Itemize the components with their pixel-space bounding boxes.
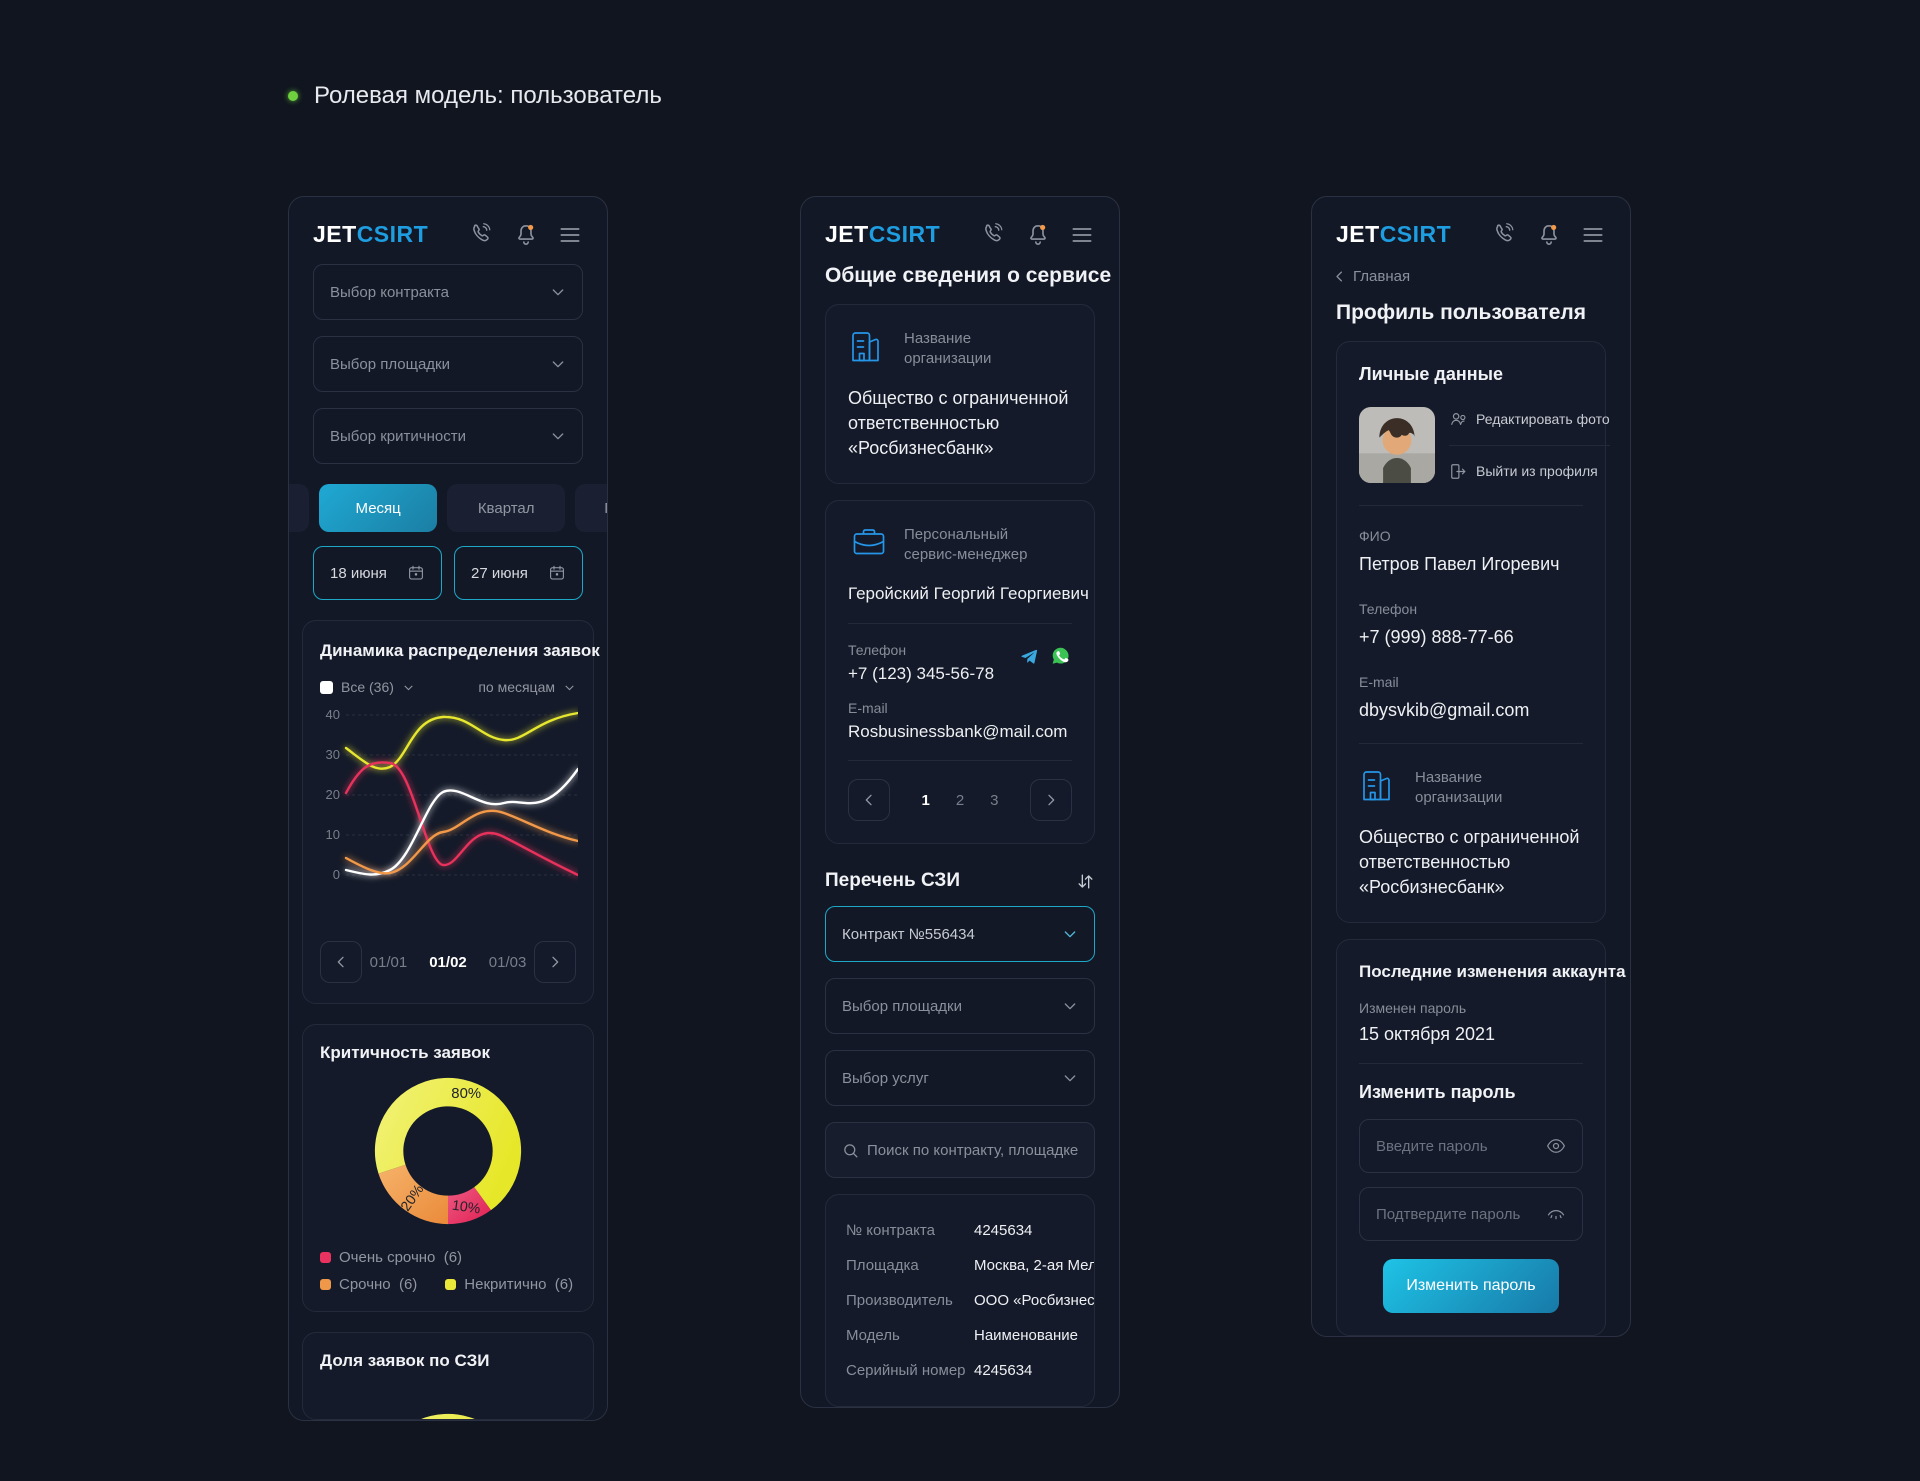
svg-text:80%: 80%: [451, 1086, 481, 1102]
svg-text:30: 30: [326, 747, 340, 762]
svg-text:10: 10: [326, 827, 340, 842]
svg-text:40: 40: [326, 707, 340, 722]
svg-text:20: 20: [326, 787, 340, 802]
svg-text:0: 0: [333, 867, 340, 882]
